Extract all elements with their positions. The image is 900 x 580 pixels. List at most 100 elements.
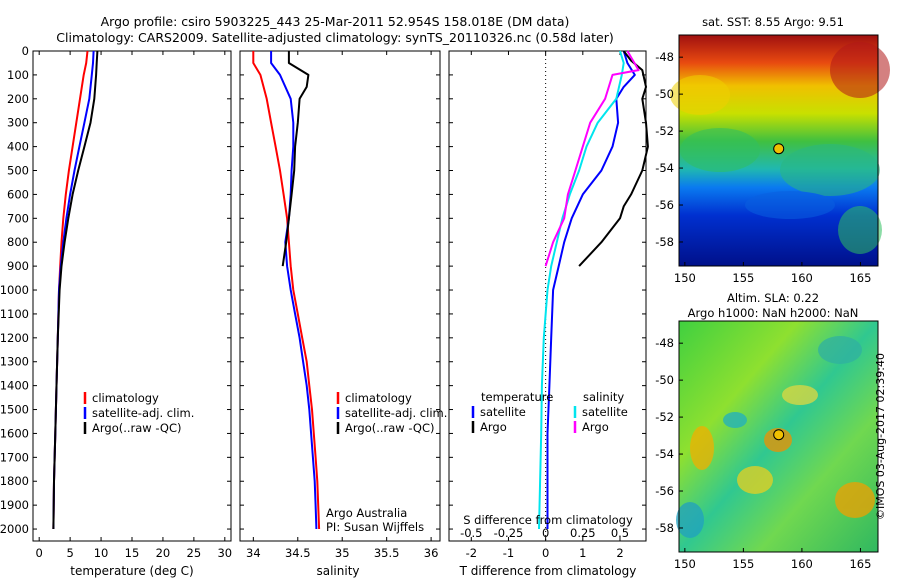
series-line-temperature-satellite xyxy=(546,50,636,529)
salinity-panel: 34 34.5 35 35.5 36 salinity climatology sate… xyxy=(239,50,447,578)
sla-map-title: Altim. SLA: 0.22 xyxy=(727,291,819,305)
sst-map-frame xyxy=(678,34,879,267)
lat-tick-label: -50 xyxy=(655,373,674,387)
depth-tick-label: 1800 xyxy=(0,474,29,488)
sst-map-texture xyxy=(670,42,890,254)
s-difference-axis-label: S difference from climatology xyxy=(463,513,633,527)
depth-tick-label: 100 xyxy=(7,68,29,82)
series-line-argo-raw-qc- xyxy=(281,51,310,267)
depth-tick-label: 1900 xyxy=(0,498,29,512)
sla-map-subtitle: Argo h1000: NaN h2000: NaN xyxy=(688,306,859,320)
depth-tick-label: 1000 xyxy=(0,283,29,297)
legend-s-argo: Argo xyxy=(582,420,609,434)
argo-position-marker xyxy=(773,429,785,441)
depth-tick-label: 800 xyxy=(7,235,29,249)
s-difference-tick-label: -0.25 xyxy=(494,526,524,540)
x-tick-label: 0 xyxy=(36,546,43,560)
depth-tick-label: 1500 xyxy=(0,403,29,417)
depth-tick-label: 200 xyxy=(7,92,29,106)
temperature-legend-satellite: satellite-adj. clim. xyxy=(92,406,194,420)
difference-panel: -2 -1 0 1 2 -0.5 -0.25 0 0.25 0.5 S difference f… xyxy=(448,50,649,578)
x-tick-label: 35 xyxy=(335,546,350,560)
salinity-plot-frame xyxy=(239,50,441,542)
s-difference-tick-label: 0.25 xyxy=(570,526,596,540)
argo-position-marker xyxy=(773,143,785,155)
x-tick-label: 15 xyxy=(125,546,140,560)
temperature-legend-argo: Argo(..raw -QC) xyxy=(92,421,182,435)
depth-tick-label: 1600 xyxy=(0,426,29,440)
temperature-legend: climatology satellite-adj. clim. Argo(..… xyxy=(83,391,194,435)
x-tick-label: 2 xyxy=(616,546,623,560)
imos-timestamp: ©IMOS 03-Aug-2017 02:39:40 xyxy=(874,353,887,520)
legend-t-satellite: satellite xyxy=(480,405,526,419)
x-tick-label: 25 xyxy=(187,546,202,560)
depth-tick-label: 300 xyxy=(7,116,29,130)
legend-title-temperature: temperature xyxy=(481,390,553,404)
x-tick-label: 10 xyxy=(94,546,109,560)
salinity-legend-climatology: climatology xyxy=(345,391,412,405)
lon-tick-label: 155 xyxy=(732,271,754,285)
depth-tick-label: 500 xyxy=(7,164,29,178)
lon-tick-label: 160 xyxy=(791,271,813,285)
lat-tick-label: -58 xyxy=(655,521,674,535)
temperature-plot-frame xyxy=(32,50,232,542)
sla-map-texture xyxy=(676,336,875,538)
depth-tick-label: 1400 xyxy=(0,379,29,393)
x-tick-label: 35.5 xyxy=(374,546,400,560)
difference-legend: temperature salinity satellite Argo sate… xyxy=(471,390,628,434)
legend-t-argo: Argo xyxy=(480,420,507,434)
x-tick-label: 20 xyxy=(156,546,171,560)
depth-tick-label: 400 xyxy=(7,140,29,154)
lat-tick-label: -56 xyxy=(655,484,674,498)
sla-map-panel: Altim. SLA: 0.22 Argo h1000: NaN h2000: … xyxy=(655,291,879,571)
temperature-legend-climatology: climatology xyxy=(92,391,159,405)
sst-map-title: sat. SST: 8.55 Argo: 9.51 xyxy=(702,15,844,29)
depth-tick-label: 0 xyxy=(22,44,29,58)
difference-plot-frame xyxy=(448,50,647,542)
header-line-2: Climatology: CARS2009. Satellite-adjuste… xyxy=(56,30,613,45)
salinity-legend-argo: Argo(..raw -QC) xyxy=(345,421,435,435)
depth-tick-label: 1300 xyxy=(0,355,29,369)
x-tick-label: 5 xyxy=(66,546,73,560)
temperature-panel: 0100200300400500600700800900100011001200… xyxy=(0,44,232,578)
lat-tick-label: -48 xyxy=(655,336,674,350)
lat-tick-label: -54 xyxy=(655,161,674,175)
salinity-legend-satellite: satellite-adj. clim. xyxy=(345,406,447,420)
institution-label: Argo Australia xyxy=(326,506,407,520)
lon-tick-label: 150 xyxy=(674,271,696,285)
lat-tick-label: -52 xyxy=(655,410,674,424)
lat-tick-label: -52 xyxy=(655,124,674,138)
sst-map-panel: sat. SST: 8.55 Argo: 9.51 150 155 160 165 -4… xyxy=(655,15,890,285)
legend-title-salinity: salinity xyxy=(583,390,624,404)
depth-tick-label: 1200 xyxy=(0,331,29,345)
x-tick-label: -2 xyxy=(466,546,477,560)
lon-tick-label: 165 xyxy=(849,557,871,571)
sla-map-frame xyxy=(678,320,879,553)
lon-tick-label: 150 xyxy=(674,557,696,571)
lon-tick-label: 160 xyxy=(791,557,813,571)
lat-tick-label: -50 xyxy=(655,87,674,101)
lon-tick-label: 155 xyxy=(732,557,754,571)
s-difference-tick-label: 0.5 xyxy=(611,526,629,540)
series-line-salinity-satellite xyxy=(538,50,625,530)
x-tick-label: 34.5 xyxy=(285,546,311,560)
x-tick-label: -1 xyxy=(503,546,514,560)
depth-tick-label: 2000 xyxy=(0,522,29,536)
t-difference-axis-label: T difference from climatology xyxy=(459,564,637,578)
pi-label: PI: Susan Wijffels xyxy=(326,520,424,534)
depth-tick-label: 900 xyxy=(7,259,29,273)
x-tick-label: 0 xyxy=(542,546,549,560)
x-tick-label: 30 xyxy=(217,546,232,560)
x-tick-label: 1 xyxy=(579,546,586,560)
depth-tick-label: 1700 xyxy=(0,450,29,464)
salinity-axis-label: salinity xyxy=(316,564,359,578)
lat-tick-label: -56 xyxy=(655,198,674,212)
series-line-argo-raw-qc- xyxy=(52,50,99,530)
lat-tick-label: -54 xyxy=(655,447,674,461)
series-line-satellite-adj-clim- xyxy=(270,51,318,530)
header-line-1: Argo profile: csiro 5903225_443 25-Mar-2… xyxy=(101,14,570,29)
depth-tick-label: 1100 xyxy=(0,307,29,321)
depth-tick-label: 700 xyxy=(7,211,29,225)
series-line-temperature-argo xyxy=(578,50,649,267)
legend-s-satellite: satellite xyxy=(582,405,628,419)
